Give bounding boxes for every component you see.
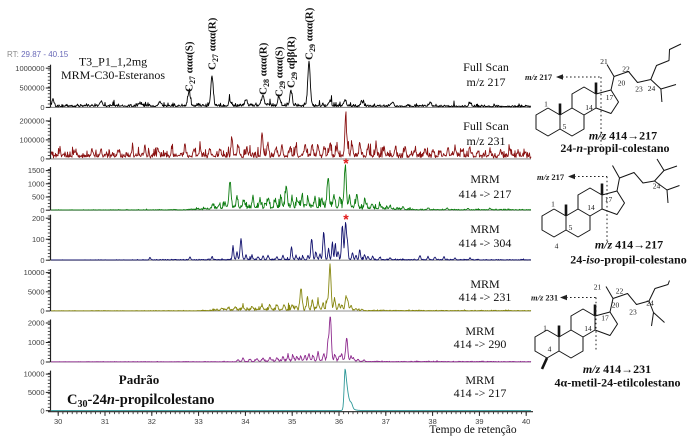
svg-text:20: 20 [612, 301, 620, 310]
svg-text:14: 14 [585, 103, 593, 112]
svg-text:2000: 2000 [28, 319, 45, 328]
svg-text:23: 23 [629, 308, 637, 317]
svg-text:200000: 200000 [19, 117, 44, 126]
svg-text:1500: 1500 [28, 166, 45, 175]
svg-text:31: 31 [101, 417, 109, 426]
svg-text:C30-24n-propilcolestano: C30-24n-propilcolestano [67, 392, 215, 410]
svg-text:0: 0 [40, 206, 44, 215]
svg-text:C27 ααα(R): C27 ααα(R) [207, 17, 221, 70]
svg-text:4: 4 [555, 242, 559, 251]
svg-text:Tempo de retenção: Tempo de retenção [429, 424, 517, 436]
svg-text:0: 0 [40, 406, 44, 415]
svg-text:m/z 217: m/z 217 [537, 172, 565, 182]
svg-text:T3_P1_1,2mg: T3_P1_1,2mg [79, 55, 147, 69]
svg-text:24-n-propil-colestano: 24-n-propil-colestano [560, 141, 669, 155]
svg-text:1000: 1000 [28, 179, 45, 188]
svg-text:4α-metil-24-etilcolestano: 4α-metil-24-etilcolestano [555, 376, 681, 390]
svg-text:21: 21 [594, 283, 602, 292]
svg-text:0: 0 [40, 358, 44, 367]
svg-text:23: 23 [635, 85, 643, 94]
svg-text:m/z 414→217: m/z 414→217 [595, 238, 663, 252]
svg-text:m/z 414→217: m/z 414→217 [589, 129, 657, 143]
svg-text:36: 36 [335, 417, 343, 426]
svg-text:*: * [343, 211, 349, 227]
svg-text:MRM: MRM [465, 373, 495, 387]
svg-text:34: 34 [241, 417, 249, 426]
svg-text:414 -> 217: 414 -> 217 [454, 386, 507, 400]
svg-text:100000: 100000 [19, 136, 44, 145]
svg-text:30: 30 [54, 417, 62, 426]
svg-text:24: 24 [648, 84, 656, 93]
svg-text:m/z 231: m/z 231 [467, 134, 506, 148]
svg-text:33: 33 [194, 417, 202, 426]
svg-text:10000: 10000 [24, 370, 45, 379]
svg-text:39: 39 [475, 417, 483, 426]
svg-text:1000: 1000 [28, 338, 45, 347]
svg-text:414 -> 217: 414 -> 217 [459, 187, 512, 201]
svg-text:MRM: MRM [470, 277, 500, 291]
svg-text:m/z 217: m/z 217 [467, 75, 506, 89]
svg-text:24-iso-propil-colestano: 24-iso-propil-colestano [570, 253, 686, 267]
svg-text:m/z 231: m/z 231 [531, 293, 558, 303]
svg-text:38: 38 [428, 417, 436, 426]
svg-text:500000: 500000 [19, 84, 44, 93]
svg-text:21: 21 [600, 57, 608, 66]
svg-text:0: 0 [40, 103, 44, 112]
svg-text:MRM-C30-Esteranos: MRM-C30-Esteranos [61, 68, 165, 82]
svg-text:0: 0 [40, 256, 44, 265]
svg-text:500: 500 [32, 193, 45, 202]
svg-text:24: 24 [646, 299, 654, 308]
svg-text:1: 1 [551, 200, 555, 209]
svg-text:22: 22 [616, 287, 624, 296]
svg-text:37: 37 [382, 417, 390, 426]
svg-text:4: 4 [548, 345, 552, 354]
svg-text:0: 0 [40, 155, 44, 164]
svg-text:1: 1 [544, 100, 548, 109]
svg-text:MRM: MRM [470, 172, 500, 186]
svg-text:Full Scan: Full Scan [463, 119, 509, 133]
svg-text:RT: 29.87 - 40.15: RT: 29.87 - 40.15 [7, 50, 69, 59]
svg-text:32: 32 [148, 417, 156, 426]
svg-text:5: 5 [563, 122, 567, 131]
svg-text:C27 ααα(S): C27 ααα(S) [184, 41, 198, 92]
svg-text:C29 αββ(R): C29 αββ(R) [286, 36, 300, 88]
svg-text:5000: 5000 [28, 388, 45, 397]
svg-text:10000: 10000 [24, 268, 45, 277]
svg-text:0: 0 [40, 307, 44, 316]
svg-text:Full Scan: Full Scan [463, 60, 509, 74]
svg-text:14: 14 [587, 203, 595, 212]
svg-text:1000000: 1000000 [15, 64, 44, 73]
svg-text:C29 ααα(R): C29 ααα(R) [304, 7, 318, 60]
svg-text:22: 22 [622, 65, 630, 74]
svg-text:40: 40 [522, 417, 530, 426]
svg-text:14: 14 [584, 324, 592, 333]
svg-text:17: 17 [601, 314, 609, 323]
svg-text:m/z 217: m/z 217 [525, 72, 553, 82]
svg-text:35: 35 [288, 417, 296, 426]
svg-text:MRM: MRM [470, 222, 500, 236]
svg-text:24: 24 [653, 182, 661, 191]
svg-text:Padrão: Padrão [119, 372, 159, 387]
svg-text:414 -> 304: 414 -> 304 [459, 236, 512, 250]
svg-text:100: 100 [32, 235, 45, 244]
svg-text:17: 17 [605, 195, 613, 204]
svg-text:414 -> 231: 414 -> 231 [459, 290, 512, 304]
svg-text:200: 200 [32, 214, 45, 223]
svg-text:414 -> 290: 414 -> 290 [454, 337, 507, 351]
svg-text:m/z 414→231: m/z 414→231 [583, 362, 651, 376]
svg-text:*: * [343, 155, 349, 171]
svg-text:5000: 5000 [28, 287, 45, 296]
svg-text:5: 5 [569, 223, 573, 232]
svg-text:1: 1 [543, 324, 547, 333]
svg-text:C28 ααα(R): C28 ααα(R) [258, 42, 272, 95]
svg-text:20: 20 [618, 79, 626, 88]
svg-text:17: 17 [606, 93, 614, 102]
svg-text:MRM: MRM [465, 324, 495, 338]
